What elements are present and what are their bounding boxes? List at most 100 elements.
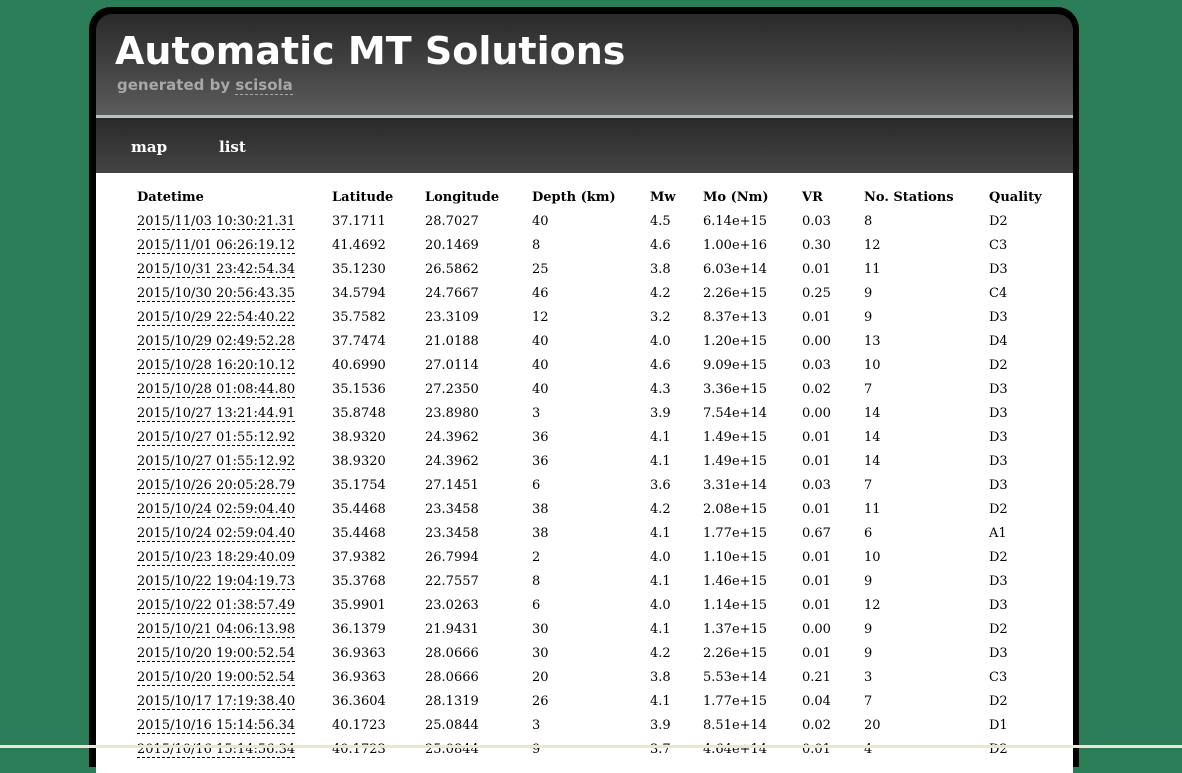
datetime-link[interactable]: 2015/10/20 19:00:52.54 <box>137 669 296 686</box>
cell-vr: 0.01 <box>802 309 831 325</box>
cell-mw: 3.6 <box>650 477 671 493</box>
datetime-link[interactable]: 2015/10/23 18:29:40.09 <box>137 549 296 566</box>
cell-datetime: 2015/11/01 06:26:19.12 <box>137 233 332 257</box>
column-header-stations: No. Stations <box>864 189 954 205</box>
cell-datetime: 2015/10/27 01:55:12.92 <box>137 425 332 449</box>
cell-latitude: 35.1754 <box>332 477 386 493</box>
cell-depth: 2 <box>532 549 541 565</box>
cell-longitude: 24.3962 <box>425 453 479 469</box>
cell-longitude: 23.8980 <box>425 405 479 421</box>
cell-stations: 10 <box>864 357 881 373</box>
cell-quality: D4 <box>989 333 1008 349</box>
nav-list-link[interactable]: list <box>219 138 246 156</box>
cell-latitude: 37.9382 <box>332 549 386 565</box>
cell-datetime: 2015/10/28 01:08:44.80 <box>137 377 332 401</box>
cell-longitude: 28.1319 <box>425 693 479 709</box>
datetime-link[interactable]: 2015/11/01 06:26:19.12 <box>137 237 296 254</box>
cell-vr: 0.01 <box>802 501 831 517</box>
table-row: 2015/10/26 20:05:28.79 35.1754 27.1451 6 3.6… <box>137 473 1049 497</box>
cell-mw: 3.9 <box>650 717 671 733</box>
datetime-link[interactable]: 2015/10/17 17:19:38.40 <box>137 693 296 710</box>
cell-mw: 3.9 <box>650 405 671 421</box>
nav-map-link[interactable]: map <box>131 138 168 156</box>
cell-mw: 4.0 <box>650 549 671 565</box>
cell-mo: 6.03e+14 <box>703 261 768 277</box>
datetime-link[interactable]: 2015/10/20 19:00:52.54 <box>137 645 296 662</box>
cell-vr: 0.04 <box>802 693 831 709</box>
header-divider <box>96 115 1073 118</box>
cell-stations: 11 <box>864 501 881 517</box>
cell-longitude: 27.1451 <box>425 477 479 493</box>
cell-quality: D2 <box>989 741 1008 757</box>
datetime-link[interactable]: 2015/10/16 15:14:56.34 <box>137 741 296 758</box>
table-row: 2015/10/27 01:55:12.92 38.9320 24.3962 36 4.… <box>137 425 1049 449</box>
cell-mw: 4.1 <box>650 429 671 445</box>
datetime-link[interactable]: 2015/10/27 01:55:12.92 <box>137 453 296 470</box>
cell-depth: 9 <box>532 741 541 757</box>
site-title: Automatic MT Solutions <box>115 29 626 73</box>
datetime-link[interactable]: 2015/10/24 02:59:04.40 <box>137 525 296 542</box>
cell-mo: 2.26e+15 <box>703 645 768 661</box>
cell-quality: D2 <box>989 621 1008 637</box>
table-row: 2015/10/30 20:56:43.35 34.5794 24.7667 46 4.… <box>137 281 1049 305</box>
datetime-link[interactable]: 2015/10/29 22:54:40.22 <box>137 309 296 326</box>
datetime-link[interactable]: 2015/10/22 19:04:19.73 <box>137 573 296 590</box>
cell-depth: 26 <box>532 693 549 709</box>
cell-datetime: 2015/10/17 17:19:38.40 <box>137 689 332 713</box>
cell-datetime: 2015/10/22 19:04:19.73 <box>137 569 332 593</box>
datetime-link[interactable]: 2015/10/29 02:49:52.28 <box>137 333 296 350</box>
cell-stations: 9 <box>864 309 873 325</box>
cell-datetime: 2015/10/24 02:59:04.40 <box>137 497 332 521</box>
datetime-link[interactable]: 2015/10/21 04:06:13.98 <box>137 621 296 638</box>
cell-mo: 2.26e+15 <box>703 285 768 301</box>
datetime-link[interactable]: 2015/10/27 13:21:44.91 <box>137 405 296 422</box>
cell-depth: 8 <box>532 573 541 589</box>
cell-longitude: 21.9431 <box>425 621 479 637</box>
cell-latitude: 36.1379 <box>332 621 386 637</box>
cell-mo: 1.20e+15 <box>703 333 768 349</box>
datetime-link[interactable]: 2015/11/03 10:30:21.31 <box>137 213 296 230</box>
datetime-link[interactable]: 2015/10/30 20:56:43.35 <box>137 285 296 302</box>
cell-quality: D3 <box>989 477 1008 493</box>
cell-longitude: 25.0844 <box>425 741 479 757</box>
datetime-link[interactable]: 2015/10/24 02:59:04.40 <box>137 501 296 518</box>
cell-depth: 40 <box>532 213 549 229</box>
table-row: 2015/11/03 10:30:21.31 37.1711 28.7027 40 4.… <box>137 209 1049 233</box>
datetime-link[interactable]: 2015/10/26 20:05:28.79 <box>137 477 296 494</box>
cell-quality: C4 <box>989 285 1008 301</box>
cell-stations: 14 <box>864 429 881 445</box>
cell-quality: D3 <box>989 597 1008 613</box>
datetime-link[interactable]: 2015/10/28 16:20:10.12 <box>137 357 296 374</box>
table-row: 2015/10/24 02:59:04.40 35.4468 23.3458 38 4.… <box>137 497 1049 521</box>
cell-latitude: 34.5794 <box>332 285 386 301</box>
table-row: 2015/10/20 19:00:52.54 36.9363 28.0666 20 3.… <box>137 665 1049 689</box>
cell-mw: 4.2 <box>650 285 671 301</box>
cell-depth: 25 <box>532 261 549 277</box>
table-row: 2015/10/16 15:14:56.34 40.1723 25.0844 9 3.7… <box>137 737 1049 761</box>
datetime-link[interactable]: 2015/10/16 15:14:56.34 <box>137 717 296 734</box>
table-row: 2015/10/28 01:08:44.80 35.1536 27.2350 40 4.… <box>137 377 1049 401</box>
datetime-link[interactable]: 2015/10/31 23:42:54.34 <box>137 261 296 278</box>
cell-longitude: 20.1469 <box>425 237 479 253</box>
cell-datetime: 2015/10/31 23:42:54.34 <box>137 257 332 281</box>
cell-stations: 11 <box>864 261 881 277</box>
cell-stations: 12 <box>864 237 881 253</box>
table-row: 2015/10/22 19:04:19.73 35.3768 22.7557 8 4.1… <box>137 569 1049 593</box>
datetime-link[interactable]: 2015/10/22 01:38:57.49 <box>137 597 296 614</box>
cell-stations: 9 <box>864 645 873 661</box>
datetime-link[interactable]: 2015/10/27 01:55:12.92 <box>137 429 296 446</box>
cell-longitude: 23.0263 <box>425 597 479 613</box>
cell-latitude: 36.9363 <box>332 645 386 661</box>
cell-mw: 3.8 <box>650 669 671 685</box>
column-header-depth: Depth (km) <box>532 189 616 205</box>
cell-quality: A1 <box>989 525 1007 541</box>
cell-vr: 0.00 <box>802 333 831 349</box>
cell-latitude: 35.3768 <box>332 573 386 589</box>
scisola-link[interactable]: scisola <box>235 76 293 95</box>
datetime-link[interactable]: 2015/10/28 01:08:44.80 <box>137 381 296 398</box>
cell-stations: 10 <box>864 549 881 565</box>
cell-latitude: 35.4468 <box>332 525 386 541</box>
cell-latitude: 36.3604 <box>332 693 386 709</box>
site-header: Automatic MT Solutions generated by scis… <box>96 14 1073 115</box>
cell-longitude: 28.0666 <box>425 669 479 685</box>
